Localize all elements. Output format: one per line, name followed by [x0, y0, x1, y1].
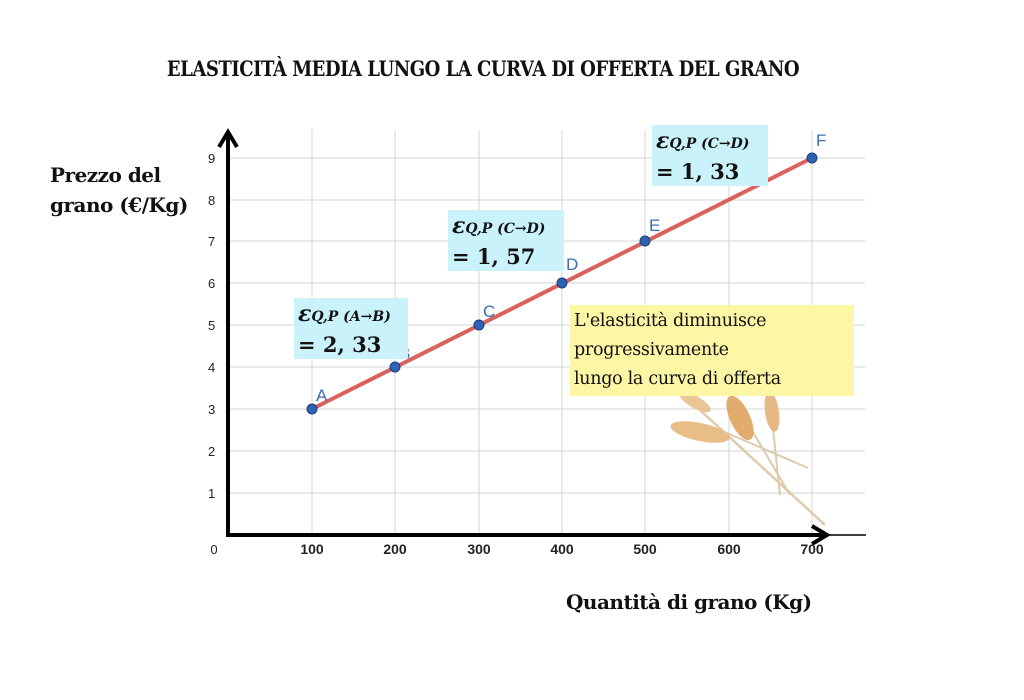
x-tick: 400 — [550, 541, 574, 557]
y-tick: 7 — [208, 234, 215, 249]
point-a — [306, 403, 318, 415]
wheat-icon — [670, 391, 826, 526]
axes — [217, 128, 866, 546]
point-e — [639, 235, 651, 247]
epsilon-symbol: ε — [656, 128, 670, 154]
data-points — [306, 152, 818, 415]
y-tick: 8 — [208, 193, 215, 208]
elasticity-box-c-d: εQ,P (C→D) = 1, 57 — [448, 210, 564, 271]
point-label-a: A — [316, 386, 328, 405]
y-axis-label: Prezzo del grano (€/Kg) — [50, 160, 220, 220]
point-label-c: C — [483, 302, 495, 321]
y-tick: 6 — [208, 276, 215, 291]
note-line: lungo la curva di offerta — [574, 369, 781, 389]
x-tick: 600 — [717, 541, 741, 557]
point-label-d: D — [566, 255, 578, 274]
y-ticks: 1 2 3 4 5 6 7 8 9 — [208, 151, 215, 501]
x-tick: 100 — [300, 541, 324, 557]
y-tick: 2 — [208, 444, 215, 459]
x-tick: 0 — [210, 542, 217, 557]
elasticity-box-upper: εQ,P (C→D) = 1, 33 — [652, 125, 768, 186]
point-c — [473, 319, 485, 331]
y-tick: 4 — [208, 360, 215, 375]
y-axis-label-line2: grano (€/Kg) — [50, 193, 188, 217]
y-axis-label-line1: Prezzo del — [50, 163, 161, 187]
elasticity-box-a-b: εQ,P (A→B) = 2, 33 — [294, 298, 408, 359]
elasticity-subscript: Q,P (C→D) — [669, 136, 750, 152]
x-tick: 700 — [800, 541, 824, 557]
x-tick: 500 — [633, 541, 657, 557]
y-tick: 1 — [208, 486, 215, 501]
elasticity-subscript: Q,P (A→B) — [311, 309, 391, 325]
y-tick: 9 — [208, 151, 215, 166]
point-d — [556, 277, 568, 289]
elasticity-value: = 1, 57 — [452, 244, 536, 269]
point-labels: A B C D E F — [316, 131, 826, 405]
elasticity-note: L'elasticità diminuisce progressivamente… — [570, 305, 854, 396]
chart-title: ELASTICITÀ MEDIA LUNGO LA CURVA DI OFFER… — [166, 56, 800, 81]
note-line: L'elasticità diminuisce — [574, 311, 767, 331]
point-b — [389, 361, 401, 373]
elasticity-subscript: Q,P (C→D) — [465, 221, 546, 237]
point-label-e: E — [649, 216, 660, 235]
elasticity-value: = 2, 33 — [298, 332, 382, 357]
x-ticks: 0 100 200 300 400 500 600 700 — [210, 541, 824, 557]
epsilon-symbol: ε — [298, 301, 312, 327]
note-line: progressivamente — [574, 340, 729, 360]
x-tick: 300 — [467, 541, 491, 557]
y-tick: 3 — [208, 402, 215, 417]
y-tick: 5 — [208, 318, 215, 333]
point-f — [806, 152, 818, 164]
x-axis-label: Quantità di grano (Kg) — [566, 590, 812, 614]
epsilon-symbol: ε — [452, 213, 466, 239]
elasticity-value: = 1, 33 — [656, 159, 740, 184]
point-label-f: F — [816, 131, 826, 150]
x-tick: 200 — [383, 541, 407, 557]
